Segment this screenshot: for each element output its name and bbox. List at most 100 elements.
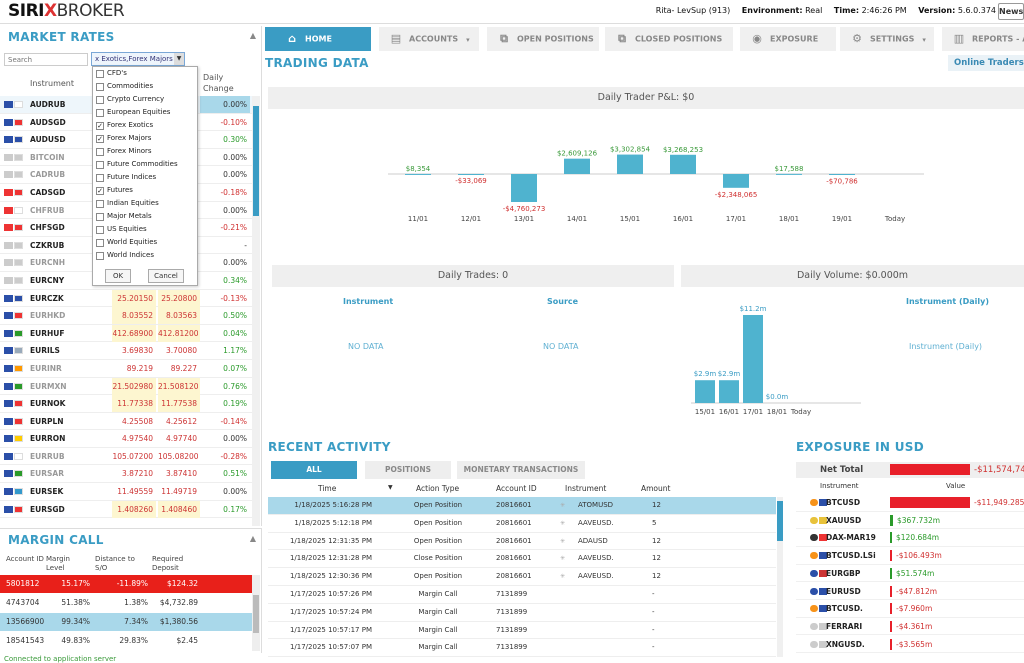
activity-row[interactable]: 1/18/2025 5:12:18 PM Open Position 2081660… xyxy=(268,515,776,533)
dropdown-option[interactable]: ✓ Forex Majors xyxy=(93,132,197,145)
margin-call-row[interactable]: 4743704 51.38% 1.38% $4,732.89 xyxy=(0,594,252,612)
exposure-row[interactable]: EURGBP $51.574m xyxy=(796,565,1024,583)
market-rate-row[interactable]: EURMXN 21.502980 21.508120 0.76% xyxy=(0,377,252,396)
volume-bar[interactable] xyxy=(743,315,763,403)
dropdown-option[interactable]: US Equities xyxy=(93,223,197,236)
checkbox[interactable]: ✓ xyxy=(96,135,104,143)
dropdown-option[interactable]: ✓ Futures xyxy=(93,184,197,197)
exposure-row[interactable]: FERRARI -$4.361m xyxy=(796,618,1024,636)
online-traders-button[interactable]: Online Traders xyxy=(948,55,1024,71)
market-rate-row[interactable]: EURRON 4.97540 4.97740 0.00% xyxy=(0,430,252,448)
col-amount[interactable]: Amount xyxy=(641,484,671,493)
dropdown-option[interactable]: ✓ Forex Exotics xyxy=(93,119,197,132)
market-rates-scrollbar[interactable] xyxy=(252,96,260,526)
checkbox[interactable] xyxy=(96,226,104,234)
pl-bar[interactable] xyxy=(670,154,696,174)
pl-bar[interactable] xyxy=(511,174,537,202)
checkbox[interactable] xyxy=(96,148,104,156)
dropdown-option[interactable]: World Indices xyxy=(93,249,197,262)
tab-reports-a[interactable]: ▥ REPORTS - A xyxy=(942,27,1024,51)
dropdown-option[interactable]: Indian Equities xyxy=(93,197,197,210)
pl-bar[interactable] xyxy=(617,154,643,174)
activity-row[interactable]: 1/18/2025 12:31:28 PM Close Position 20816… xyxy=(268,550,776,569)
checkbox[interactable] xyxy=(96,161,104,169)
tab-all[interactable]: ALL xyxy=(271,461,357,479)
tab-monetary-transactions[interactable]: MONETARY TRANSACTIONS xyxy=(457,461,585,479)
chevron-down-icon[interactable]: ▼ xyxy=(174,53,184,65)
market-rate-row[interactable]: EURINR 89.219 89.227 0.07% xyxy=(0,360,252,378)
recent-activity-scrollbar[interactable] xyxy=(777,497,783,657)
market-rate-row[interactable]: EURSGD 1.408260 1.408460 0.17% xyxy=(0,500,252,519)
col-account-id[interactable]: Account ID xyxy=(6,555,44,563)
tab-settings[interactable]: ⚙ SETTINGS ▾ xyxy=(840,27,934,51)
activity-row[interactable]: 1/17/2025 10:57:24 PM Margin Call 7131899 - xyxy=(268,604,776,622)
dropdown-option[interactable]: Crypto Currency xyxy=(93,93,197,106)
col-required-deposit[interactable]: Required Deposit xyxy=(152,555,184,572)
checkbox[interactable] xyxy=(96,70,104,78)
market-rate-row[interactable]: EURSEK 11.49559 11.49719 0.00% xyxy=(0,483,252,501)
col-instrument[interactable]: Instrument xyxy=(565,484,607,493)
margin-call-row[interactable]: 13566900 99.34% 7.34% $1,380.56 xyxy=(0,613,252,631)
col-value[interactable]: Value xyxy=(946,482,966,490)
market-rate-row[interactable]: EURRUB 105.07200 105.08200 -0.28% xyxy=(0,448,252,466)
activity-row[interactable]: 1/17/2025 10:57:26 PM Margin Call 7131899 - xyxy=(268,586,776,604)
market-rate-row[interactable]: EURHKD 8.03552 8.03563 0.50% xyxy=(0,307,252,325)
volume-bar[interactable] xyxy=(719,380,739,403)
checkbox[interactable]: ✓ xyxy=(96,122,104,130)
tab-exposure[interactable]: ◉ EXPOSURE xyxy=(740,27,836,51)
dropdown-option[interactable]: Forex Minors xyxy=(93,145,197,158)
exposure-row[interactable]: DAX-MAR19 $120.684m xyxy=(796,529,1024,547)
pl-bar[interactable] xyxy=(776,173,802,175)
market-rate-row[interactable]: EURPLN 4.25508 4.25612 -0.14% xyxy=(0,413,252,431)
col-margin-level[interactable]: Margin Level xyxy=(46,555,70,572)
dropdown-option[interactable]: Commodities xyxy=(93,80,197,93)
dropdown-option[interactable]: European Equities xyxy=(93,106,197,119)
market-rate-row[interactable]: EURSAR 3.87210 3.87410 0.51% xyxy=(0,465,252,484)
pl-bar[interactable] xyxy=(723,174,749,188)
exposure-row[interactable]: XAUUSD $367.732m xyxy=(796,512,1024,530)
tab-closed-positions[interactable]: ⧉ CLOSED POSITIONS xyxy=(605,27,733,51)
sort-desc-icon[interactable]: ▼ xyxy=(388,484,393,491)
checkbox[interactable] xyxy=(96,109,104,117)
activity-row[interactable]: 1/17/2025 10:57:17 PM Margin Call 7131899 - xyxy=(268,622,776,640)
activity-row[interactable]: 1/18/2025 12:30:36 PM Open Position 208166… xyxy=(268,568,776,586)
tab-accounts[interactable]: ▤ ACCOUNTS ▾ xyxy=(379,27,479,51)
margin-call-row[interactable]: 18541543 49.83% 29.83% $2.45 xyxy=(0,632,252,650)
cancel-button[interactable]: Cancel xyxy=(148,269,184,283)
checkbox[interactable] xyxy=(96,83,104,91)
dropdown-option[interactable]: Future Indices xyxy=(93,171,197,184)
activity-row[interactable]: 1/18/2025 12:31:35 PM Open Position 208166… xyxy=(268,533,776,551)
dropdown-option[interactable]: World Equities xyxy=(93,236,197,249)
col-time[interactable]: Time xyxy=(318,484,337,493)
market-rate-row[interactable]: EURNOK 11.77338 11.77538 0.19% xyxy=(0,395,252,413)
checkbox[interactable] xyxy=(96,174,104,182)
col-instrument[interactable]: Instrument xyxy=(820,482,859,490)
exposure-row[interactable]: BTCUSD.LSi -$106.493m xyxy=(796,547,1024,565)
activity-row[interactable]: 1/18/2025 5:16:28 PM Open Position 2081660… xyxy=(268,497,776,515)
col-instrument[interactable]: Instrument xyxy=(30,79,75,88)
market-rate-row[interactable]: EURCZK 25.20150 25.20800 -0.13% xyxy=(0,289,252,308)
checkbox[interactable] xyxy=(96,239,104,247)
checkbox[interactable] xyxy=(96,96,104,104)
margin-call-scrollbar[interactable] xyxy=(252,575,260,651)
pl-bar[interactable] xyxy=(564,158,590,174)
pin-icon[interactable]: ▲ xyxy=(249,31,256,40)
market-rate-row[interactable]: EURILS 3.69830 3.70080 1.17% xyxy=(0,342,252,360)
pl-bar[interactable] xyxy=(405,173,431,175)
checkbox[interactable] xyxy=(96,252,104,260)
col-action-type[interactable]: Action Type xyxy=(416,484,460,493)
volume-bar[interactable] xyxy=(695,380,715,403)
tab-open-positions[interactable]: ⧉ OPEN POSITIONS xyxy=(487,27,599,51)
pl-bar[interactable] xyxy=(829,174,855,175)
col-distance[interactable]: Distance to S/O xyxy=(95,555,135,572)
pl-bar[interactable] xyxy=(458,174,484,175)
market-rate-row[interactable]: EURHUF 412.68900 412.81200 0.04% xyxy=(0,324,252,343)
dropdown-option[interactable]: CFD's xyxy=(93,67,197,80)
dropdown-option[interactable]: Future Commodities xyxy=(93,158,197,171)
activity-row[interactable]: 1/17/2025 10:57:07 PM Margin Call 7131899 - xyxy=(268,639,776,658)
news-button[interactable]: News xyxy=(998,3,1024,20)
exposure-row[interactable]: BTCUSD. -$7.960m xyxy=(796,600,1024,618)
exposure-row[interactable]: BTCUSD -$11,949.285 xyxy=(796,494,1024,512)
checkbox[interactable] xyxy=(96,213,104,221)
tab-positions[interactable]: POSITIONS xyxy=(365,461,451,479)
